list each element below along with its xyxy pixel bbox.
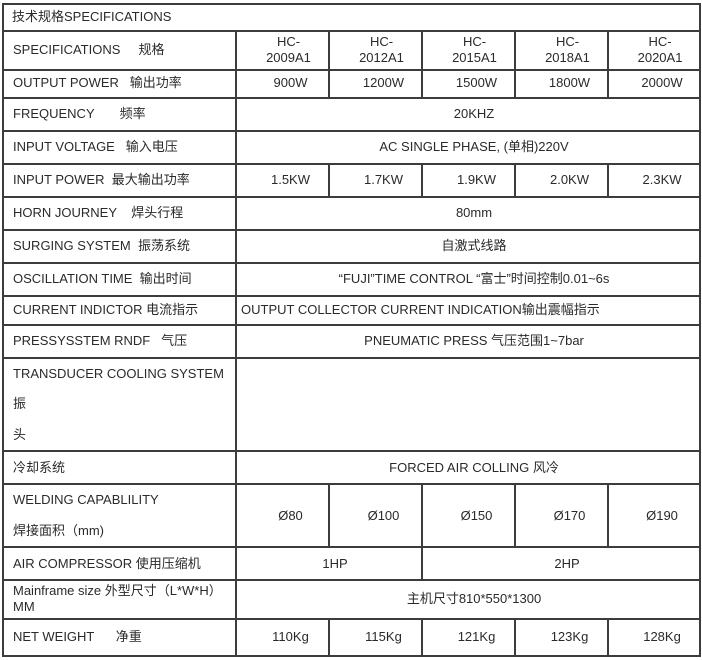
mainframe-size-value: 主机尺寸810*550*1300: [234, 579, 702, 620]
net-weight-value-2: 115Kg: [328, 617, 423, 657]
row-label-output-power: OUTPUT POWER 输出功率: [2, 68, 237, 99]
row-label-specifications: SPECIFICATIONS 规格: [2, 30, 237, 71]
table-row: AIR COMPRESSOR 使用压缩机 1HP 2HP: [2, 546, 702, 582]
input-power-value-2: 1.7KW: [328, 162, 423, 198]
cooling-system-value: FORCED AIR COLLING 风冷: [234, 450, 702, 486]
input-power-value-5: 2.3KW: [606, 162, 702, 198]
table-row: SPECIFICATIONS 规格 HC- 2009A1 HC- 2012A1 …: [2, 30, 702, 71]
table-title: 技术规格SPECIFICATIONS: [1, 3, 702, 32]
welding-capability-value-5: Ø190: [606, 483, 702, 549]
net-weight-value-3: 121Kg: [421, 617, 516, 657]
table-row: WELDING CAPABLILITY 焊接面积（mm) Ø80 Ø100 Ø1…: [2, 483, 702, 549]
input-power-value-4: 2.0KW: [514, 162, 609, 198]
specifications-table: 技术规格SPECIFICATIONS SPECIFICATIONS 规格 HC-…: [1, 3, 702, 657]
row-label-current-indictor: CURRENT INDICTOR 电流指示: [2, 294, 237, 326]
table-row: HORN JOURNEY 焊头行程 80mm: [2, 195, 702, 231]
table-row: CURRENT INDICTOR 电流指示 OUTPUT COLLECTOR C…: [2, 294, 702, 326]
output-power-value-4: 1800W: [514, 68, 609, 99]
row-label-cooling-system: 冷却系统: [2, 450, 237, 486]
press-system-value: PNEUMATIC PRESS 气压范围1~7bar: [234, 323, 702, 359]
input-power-value-3: 1.9KW: [421, 162, 516, 198]
frequency-value: 20KHZ: [234, 96, 702, 132]
table-row: Mainframe size 外型尺寸（L*W*H） MM 主机尺寸810*55…: [2, 579, 702, 620]
row-label-mainframe-size: Mainframe size 外型尺寸（L*W*H） MM: [2, 579, 237, 620]
table-row: OUTPUT POWER 输出功率 900W 1200W 1500W 1800W…: [2, 68, 702, 99]
air-compressor-value-right: 2HP: [420, 546, 702, 582]
model-header-hc2018a1: HC- 2018A1: [514, 30, 609, 71]
row-label-transducer-cooling: TRANSDUCER COOLING SYSTEM 振 头: [2, 356, 237, 453]
net-weight-value-1: 110Kg: [235, 617, 330, 657]
model-header-hc2009a1: HC- 2009A1: [235, 30, 330, 71]
net-weight-value-5: 128Kg: [606, 617, 702, 657]
table-row: SURGING SYSTEM 振荡系统 自激式线路: [2, 228, 702, 264]
current-indictor-value: OUTPUT COLLECTOR CURRENT INDICATION输出震幅指…: [234, 294, 702, 326]
model-header-hc2015a1: HC- 2015A1: [421, 30, 516, 71]
row-label-surging-system: SURGING SYSTEM 振荡系统: [2, 228, 237, 264]
net-weight-value-4: 123Kg: [514, 617, 609, 657]
table-row: INPUT POWER 最大输出功率 1.5KW 1.7KW 1.9KW 2.0…: [2, 162, 702, 198]
input-voltage-value: AC SINGLE PHASE, (单相)220V: [234, 129, 702, 165]
oscillation-time-value: “FUJI”TIME CONTROL “富士”时间控制0.01~6s: [234, 261, 702, 297]
welding-capability-value-1: Ø80: [235, 483, 330, 549]
table-row: 冷却系统 FORCED AIR COLLING 风冷: [2, 450, 702, 486]
output-power-value-3: 1500W: [421, 68, 516, 99]
row-label-net-weight: NET WEIGHT 净重: [2, 617, 237, 657]
table-row: TRANSDUCER COOLING SYSTEM 振 头: [2, 356, 702, 453]
row-label-input-power: INPUT POWER 最大输出功率: [2, 162, 237, 198]
table-row: PRESSYSSTEM RNDF 气压 PNEUMATIC PRESS 气压范围…: [2, 323, 702, 359]
table-row: INPUT VOLTAGE 输入电压 AC SINGLE PHASE, (单相)…: [2, 129, 702, 165]
output-power-value-2: 1200W: [328, 68, 423, 99]
welding-capability-value-3: Ø150: [421, 483, 516, 549]
row-label-frequency: FREQUENCY 频率: [2, 96, 237, 132]
output-power-value-5: 2000W: [606, 68, 702, 99]
row-label-air-compressor: AIR COMPRESSOR 使用压缩机: [2, 546, 237, 582]
welding-capability-value-4: Ø170: [514, 483, 609, 549]
input-power-value-1: 1.5KW: [235, 162, 330, 198]
horn-journey-value: 80mm: [234, 195, 702, 231]
row-label-input-voltage: INPUT VOLTAGE 输入电压: [2, 129, 237, 165]
row-label-welding-capability: WELDING CAPABLILITY 焊接面积（mm): [2, 483, 237, 549]
row-label-press-system: PRESSYSSTEM RNDF 气压: [2, 323, 237, 359]
output-power-value-1: 900W: [235, 68, 330, 99]
row-label-horn-journey: HORN JOURNEY 焊头行程: [2, 195, 237, 231]
table-row: NET WEIGHT 净重 110Kg 115Kg 121Kg 123Kg 12…: [2, 617, 702, 657]
welding-capability-value-2: Ø100: [328, 483, 423, 549]
model-header-hc2020a1: HC- 2020A1: [606, 30, 702, 71]
transducer-cooling-value: [234, 356, 702, 453]
air-compressor-value-left: 1HP: [235, 546, 423, 582]
table-row: FREQUENCY 频率 20KHZ: [2, 96, 702, 132]
table-row: 技术规格SPECIFICATIONS: [1, 3, 702, 32]
row-label-oscillation-time: OSCILLATION TIME 输出时间: [2, 261, 237, 297]
table-row: OSCILLATION TIME 输出时间 “FUJI”TIME CONTROL…: [2, 261, 702, 297]
surging-system-value: 自激式线路: [234, 228, 702, 264]
model-header-hc2012a1: HC- 2012A1: [328, 30, 423, 71]
